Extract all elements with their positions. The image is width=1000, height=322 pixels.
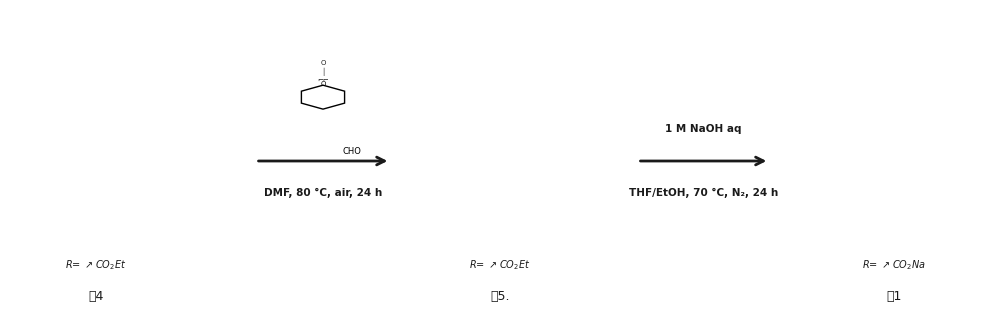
Text: 式5.: 式5. xyxy=(490,290,510,303)
Text: R= $\nearrow$CO$_2$Et: R= $\nearrow$CO$_2$Et xyxy=(65,258,127,272)
Text: 式4: 式4 xyxy=(88,290,104,303)
Text: 1 M NaOH aq: 1 M NaOH aq xyxy=(665,124,742,134)
Text: O
│
⌐⌐: O │ ⌐⌐ xyxy=(317,60,329,83)
Text: R= $\nearrow$CO$_2$Na: R= $\nearrow$CO$_2$Na xyxy=(862,258,926,272)
Text: 式1: 式1 xyxy=(886,290,902,303)
Text: O: O xyxy=(320,81,326,87)
Text: THF/EtOH, 70 °C, N₂, 24 h: THF/EtOH, 70 °C, N₂, 24 h xyxy=(629,188,778,198)
Text: DMF, 80 °C, air, 24 h: DMF, 80 °C, air, 24 h xyxy=(264,188,382,198)
Text: R= $\nearrow$CO$_2$Et: R= $\nearrow$CO$_2$Et xyxy=(469,258,531,272)
Text: CHO: CHO xyxy=(343,147,362,156)
